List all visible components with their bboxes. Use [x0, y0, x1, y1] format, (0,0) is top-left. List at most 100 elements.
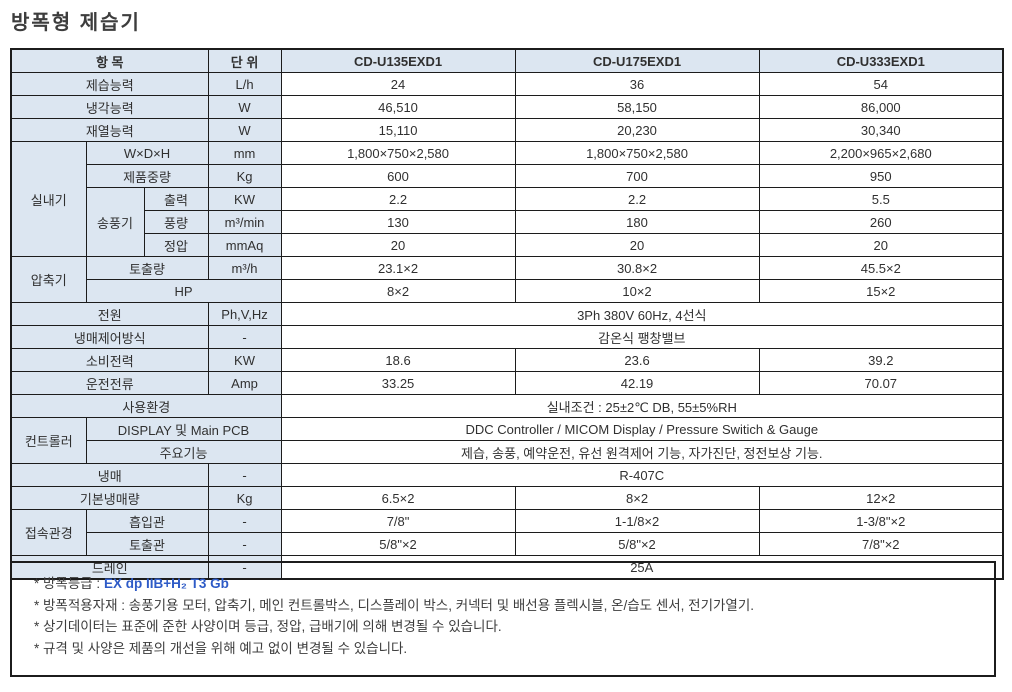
row-label: DISPLAY 및 Main PCB [85, 417, 282, 441]
value-cell: 18.6 [280, 348, 516, 372]
value-cell: 1-1/8×2 [514, 509, 760, 533]
table-row: 실내기 W×D×H mm 1,800×750×2,580 1,800×750×2… [10, 141, 1004, 257]
value-cell-span: R-407C [280, 463, 1004, 487]
value-cell: 86,000 [758, 95, 1004, 119]
table-row: 제습능력 L/h 24 36 54 [10, 72, 1004, 96]
value-cell: 58,150 [514, 95, 760, 119]
table-row: 압축기 토출량 m³/h 23.1×2 30.8×2 45.5×2 [10, 256, 1004, 303]
note-line: * 상기데이터는 표준에 준한 사양이며 등급, 정압, 급배기에 의해 변경될… [34, 619, 502, 634]
value-cell-span: 실내조건 : 25±2℃ DB, 55±5%RH [280, 394, 1004, 418]
row-label: 토출량 [85, 256, 209, 280]
value-cell: 39.2 [758, 348, 1004, 372]
row-label: W×D×H [85, 141, 209, 165]
table-row: 재열능력 W 15,110 20,230 30,340 [10, 118, 1004, 142]
value-cell: 6.5×2 [280, 486, 516, 510]
value-cell: 7/8"×2 [758, 532, 1004, 556]
table-row: 기본냉매량 Kg 6.5×2 8×2 12×2 [10, 486, 1004, 510]
value-cell: 12×2 [758, 486, 1004, 510]
table-row: 주요기능 제습, 송풍, 예약운전, 유선 원격제어 기능, 자가진단, 정전보… [11, 440, 1004, 464]
table-row: 정압 mmAq 20 20 20 [11, 233, 1004, 257]
note-prefix: * 방폭등급 : [34, 576, 104, 591]
table-row: 컨트롤러 DISPLAY 및 Main PCB DDC Controller /… [10, 417, 1004, 464]
unit-cell: Amp [207, 371, 282, 395]
value-cell: 180 [514, 210, 760, 234]
table-row: 냉각능력 W 46,510 58,150 86,000 [10, 95, 1004, 119]
row-label: 사용환경 [10, 394, 282, 418]
row-label: 토출관 [85, 532, 209, 556]
value-cell-span: 3Ph 380V 60Hz, 4선식 [280, 302, 1004, 326]
unit-cell: mm [207, 141, 282, 165]
table-row: 냉매제어방식 - 감온식 팽창밸브 [10, 325, 1004, 349]
col-header-model-2: CD-U175EXD1 [514, 48, 760, 73]
row-label: 냉매 [10, 463, 209, 487]
value-cell-span: 감온식 팽창밸브 [280, 325, 1004, 349]
value-cell: 15,110 [280, 118, 516, 142]
row-label: 냉각능력 [10, 95, 209, 119]
value-cell: 20 [514, 233, 760, 257]
row-label: 재열능력 [10, 118, 209, 142]
table-row: 풍량 m³/min 130 180 260 [11, 210, 1004, 234]
value-cell: 23.6 [514, 348, 760, 372]
page-title: 방폭형 제습기 [11, 12, 141, 34]
value-cell: 5.5 [758, 187, 1004, 211]
value-cell: 130 [280, 210, 516, 234]
unit-cell: KW [207, 348, 282, 372]
value-cell: 10×2 [514, 279, 760, 303]
row-label: 운전전류 [10, 371, 209, 395]
unit-cell: m³/min [207, 210, 282, 234]
unit-cell: m³/h [207, 256, 282, 280]
value-cell: 23.1×2 [280, 256, 516, 280]
row-label: 제품중량 [85, 164, 209, 188]
table-row: 전원 Ph,V,Hz 3Ph 380V 60Hz, 4선식 [10, 302, 1004, 326]
unit-cell: Ph,V,Hz [207, 302, 282, 326]
group-label-blower: 송풍기 [85, 187, 145, 257]
unit-cell: - [207, 463, 282, 487]
row-label: 소비전력 [10, 348, 209, 372]
table-row: HP 8×2 10×2 15×2 [11, 279, 1004, 303]
group-label-piping: 접속관경 [10, 509, 87, 556]
value-cell: 24 [280, 72, 516, 96]
row-label: 풍량 [143, 210, 209, 234]
group-label-compressor: 압축기 [10, 256, 87, 303]
value-cell: 46,510 [280, 95, 516, 119]
footer-notes: * 방폭등급 : EX dp IIB+H₂ T3 Gb * 방폭적용자재 : 송… [10, 561, 996, 677]
group-label-indoor: 실내기 [10, 141, 87, 257]
explosion-class-value: EX dp IIB+H₂ T3 Gb [103, 576, 229, 591]
table-row: 사용환경 실내조건 : 25±2℃ DB, 55±5%RH [10, 394, 1004, 418]
value-cell: 30,340 [758, 118, 1004, 142]
unit-cell: Kg [207, 164, 282, 188]
value-cell: 70.07 [758, 371, 1004, 395]
value-cell: 20 [280, 233, 516, 257]
value-cell: 5/8"×2 [514, 532, 760, 556]
row-label: 제습능력 [10, 72, 209, 96]
value-cell: 8×2 [280, 279, 516, 303]
col-header-model-1: CD-U135EXD1 [280, 48, 516, 73]
value-cell: 45.5×2 [758, 256, 1004, 280]
value-cell: 36 [514, 72, 760, 96]
note-line: * 방폭적용자재 : 송풍기용 모터, 압축기, 메인 컨트롤박스, 디스플레이… [34, 597, 755, 613]
value-cell: 2,200×965×2,680 [758, 141, 1004, 165]
table-row: 접속관경 흡입관 - 7/8" 1-1/8×2 1-3/8"×2 [10, 509, 1004, 556]
table-row: 냉매 - R-407C [10, 463, 1004, 487]
row-label: 주요기능 [85, 440, 282, 464]
table-row: 운전전류 Amp 33.25 42.19 70.07 [10, 371, 1004, 395]
unit-cell: W [207, 118, 282, 142]
value-cell: 7/8" [280, 509, 516, 533]
note-line-explosion-class: * 방폭등급 : EX dp IIB+H₂ T3 Gb [34, 573, 994, 595]
value-cell: 2.2 [280, 187, 516, 211]
value-cell: 1,800×750×2,580 [280, 141, 516, 165]
value-cell: 20 [758, 233, 1004, 257]
col-header-model-3: CD-U333EXD1 [758, 48, 1004, 73]
value-cell: 42.19 [514, 371, 760, 395]
value-cell-span: 제습, 송풍, 예약운전, 유선 원격제어 기능, 자가진단, 정전보상 기능. [280, 440, 1004, 464]
spec-table: 항 목 단 위 CD-U135EXD1 CD-U175EXD1 CD-U333E… [10, 48, 1005, 580]
row-label: HP [85, 279, 282, 303]
row-label: 출력 [143, 187, 209, 211]
value-cell: 8×2 [514, 486, 760, 510]
unit-cell: KW [207, 187, 282, 211]
value-cell: 33.25 [280, 371, 516, 395]
value-cell: 1,800×750×2,580 [514, 141, 760, 165]
value-cell: 1-3/8"×2 [758, 509, 1004, 533]
unit-cell: L/h [207, 72, 282, 96]
value-cell: 54 [758, 72, 1004, 96]
